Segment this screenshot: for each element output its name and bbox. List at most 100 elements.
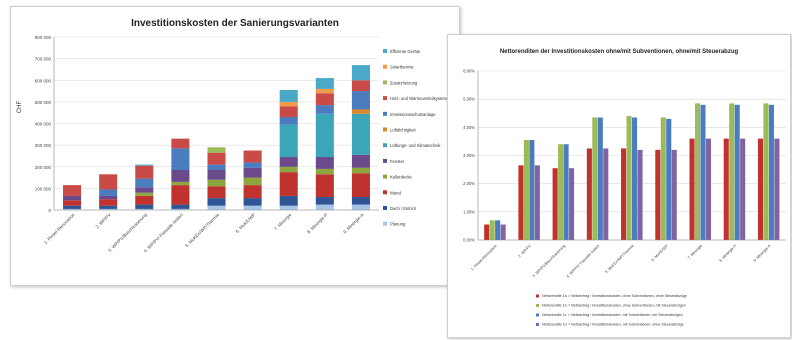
legend-swatch [383, 49, 387, 53]
bar-segment [207, 198, 226, 206]
x-tick-label: 7. Minergie [273, 212, 293, 232]
bar [500, 224, 506, 240]
bar-segment [207, 169, 226, 180]
bar-segment [135, 192, 154, 196]
bar [700, 104, 706, 240]
bar [621, 148, 627, 240]
y-tick-label: 1.00% [463, 209, 475, 214]
bar-segment [99, 189, 118, 196]
bar-segment [351, 91, 370, 110]
legend-marker [536, 294, 539, 298]
bar [763, 103, 769, 241]
bar-segment [99, 208, 118, 210]
x-tick-label: 4. WP/PV/ Fassade isoliert [143, 212, 185, 254]
legend-swatch [383, 127, 387, 132]
investment-cost-chart: Investitionskosten der Sanierungsvariant… [17, 18, 448, 254]
y-tick-label: 4.00% [463, 125, 475, 130]
bar-segment [315, 168, 334, 175]
bar-segment [135, 204, 154, 209]
bar-segment [279, 205, 298, 210]
y-tick-label: 6.00% [463, 69, 475, 74]
bar [637, 149, 643, 240]
y-tick-label: 800 000 [35, 35, 52, 40]
legend-description: = Nettoertrag / Investitionskosten, ohne… [568, 294, 687, 298]
bar-segment [315, 174, 334, 198]
y-tick-label: 0 [48, 208, 51, 213]
bar-segment [351, 113, 370, 155]
bar-segment [279, 124, 298, 158]
y-tick-label: 200 000 [35, 165, 52, 170]
bar-segment [279, 195, 298, 206]
legend-marker [536, 313, 539, 317]
x-tick-label: 3. WP/PV/Beschlusserung [532, 244, 566, 278]
bar-segment [315, 105, 334, 114]
bar [768, 104, 774, 240]
bar-segment [315, 88, 334, 94]
bar [740, 138, 746, 240]
bar [694, 103, 701, 241]
bar-segment [351, 109, 370, 114]
bar [495, 220, 501, 240]
bar-segment [279, 172, 298, 196]
y-tick-label: 700 000 [35, 57, 52, 62]
bar-segment [315, 197, 334, 205]
y-tick-label: 2.00% [463, 181, 475, 186]
bar-segment [243, 198, 262, 206]
bar [569, 168, 575, 240]
y-tick-label: 3.00% [463, 153, 475, 158]
bar-segment [315, 78, 334, 89]
bar-segment [351, 173, 370, 198]
bar [586, 148, 592, 240]
bar-segment [171, 138, 190, 149]
x-tick-label: 3. WP/PV/Beschlusserung [107, 212, 148, 253]
bar-segment [99, 199, 118, 206]
y-axis-label: CHF [17, 101, 23, 114]
x-tick-label: 7. Minergie [687, 244, 703, 260]
legend-label: Lüftungs- und Klimatechnik [390, 143, 441, 148]
legend-swatch [383, 174, 387, 179]
chart-title: Nettorenditen der Investitionskosten ohn… [500, 49, 739, 55]
y-tick-label: 400 000 [35, 122, 52, 127]
legend-label: Holz- und Wärmeverteilsystem [390, 96, 448, 101]
bar [552, 168, 558, 240]
bar [774, 138, 780, 240]
bar-segment [135, 187, 154, 193]
bar [597, 117, 603, 240]
bar [534, 165, 540, 240]
bar [563, 144, 569, 240]
legend-label: Dach / Estrich [390, 206, 417, 211]
legend-label: Effizente Geräte [390, 49, 421, 54]
bar-segment [63, 208, 82, 210]
legend-swatch [383, 80, 387, 85]
legend-label: Immissionsschutzanlage [390, 112, 436, 117]
legend-swatch [383, 221, 387, 226]
bar-segment [243, 167, 262, 178]
legend-swatch [383, 96, 387, 101]
bar-segment [171, 208, 190, 210]
bar-segment [135, 195, 154, 205]
x-tick-label: 5. MuKEn/WP/Thermie [604, 244, 634, 274]
x-tick-label: 8. Minergie-P [719, 244, 738, 263]
bar [523, 140, 529, 240]
legend-label: Kellerdecke [390, 175, 413, 180]
bar-segment [351, 154, 370, 168]
x-tick-label: 8. Minergie-P [306, 212, 328, 234]
bar-segment [207, 179, 226, 187]
x-tick-label: 4. WP/PV/ Fassade isoliert [566, 243, 601, 278]
bar-segment [279, 117, 298, 125]
bar-segment [99, 205, 118, 209]
bar-segment [243, 162, 262, 168]
bar-segment [207, 147, 226, 153]
legend-swatch [383, 64, 387, 69]
bar-segment [279, 106, 298, 118]
x-tick-label: 2. WP/PV [518, 244, 533, 259]
bar [689, 138, 695, 240]
bar [558, 144, 564, 240]
bar-segment [243, 177, 262, 186]
net-return-chart-panel: Nettorenditen der Investitionskosten ohn… [447, 34, 791, 338]
bar-segment [243, 185, 262, 199]
bar-segment [279, 89, 298, 102]
bar [671, 149, 677, 240]
bar [723, 138, 729, 240]
legend-description: = Nettoertrag / Investitionskosten, ohne… [568, 304, 686, 308]
